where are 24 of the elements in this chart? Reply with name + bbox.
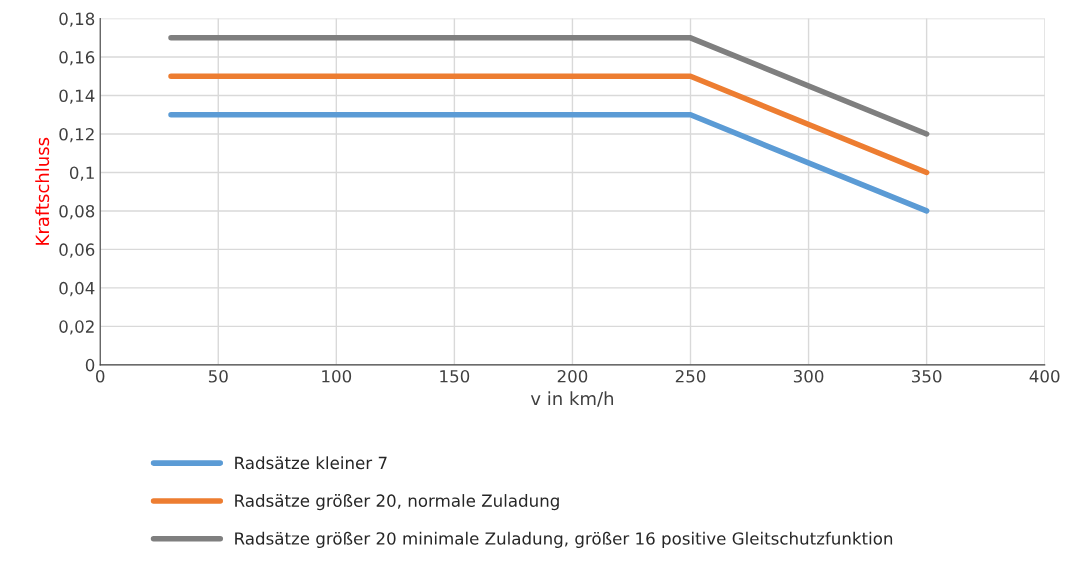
x-tick-label: 100 <box>322 369 352 383</box>
x-tick-label: 50 <box>208 369 228 383</box>
legend-label: Radsätze kleiner 7 <box>235 456 387 470</box>
y-tick-label: 0 <box>85 358 95 372</box>
y-tick-label: 0,06 <box>59 243 95 258</box>
legend-label: Radsätze größer 20, normale Zuladung <box>235 494 559 511</box>
y-tick-label: 0,02 <box>59 320 94 335</box>
y-tick-label: 0,14 <box>59 89 95 104</box>
x-tick-label: 250 <box>675 369 706 383</box>
x-tick-label: 300 <box>793 369 824 383</box>
x-tick-label: 350 <box>911 369 942 383</box>
y-tick-label: 0,12 <box>59 127 94 143</box>
y-tick-label: 0,16 <box>59 51 95 66</box>
x-tick-label: 150 <box>440 369 470 383</box>
x-tick-label: 400 <box>1029 369 1060 383</box>
y-axis-title: Kraftschluss <box>35 137 50 245</box>
x-tick-label: 0 <box>96 369 105 383</box>
y-tick-label: 0,04 <box>59 281 95 297</box>
y-tick-label: 0,08 <box>59 204 95 220</box>
y-tick-label: 0,18 <box>59 12 95 27</box>
legend-label: Radsätze größer 20 minimale Zuladung, größer 16 positive Gleitschutzfunktion <box>235 531 893 548</box>
x-axis-title: v in km/h <box>530 391 614 407</box>
y-tick-label: 0,1 <box>69 166 94 181</box>
x-tick-label: 200 <box>557 369 588 383</box>
